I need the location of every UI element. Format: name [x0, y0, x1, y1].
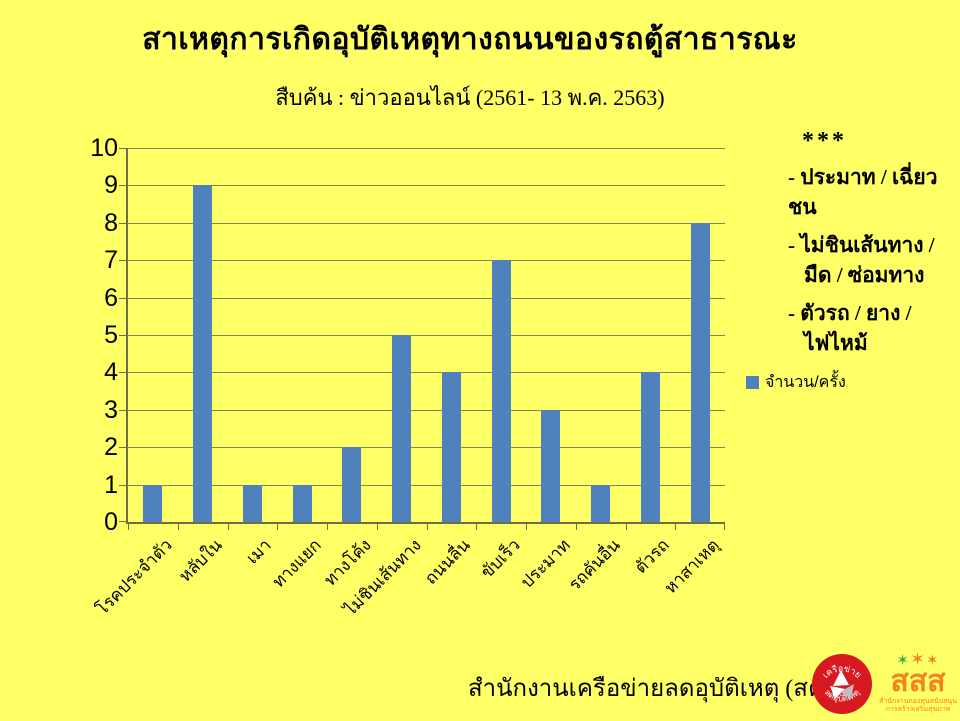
gridline: [128, 335, 725, 336]
thaihealth-acronym: สสส: [890, 665, 946, 698]
y-axis-label: 7: [104, 246, 118, 275]
x-axis-tick: [327, 523, 328, 530]
gridline: [128, 484, 725, 486]
x-axis-tick: [476, 523, 478, 530]
bar: [690, 222, 710, 522]
y-axis-tick: [119, 521, 127, 522]
note-item: - ไม่ชินเส้นทาง / มืด / ซ่อมทาง: [788, 230, 960, 290]
x-axis-tick: [526, 523, 527, 530]
thaihealth-name-line1: สำนักงานกองทุนสนับสนุน: [879, 698, 957, 705]
x-axis-tick: [426, 523, 428, 530]
y-axis-label: 0: [104, 508, 118, 536]
bar: [640, 372, 660, 522]
thaihealth-name-line2: การสร้างเสริมสุขภาพ: [885, 706, 951, 713]
note-line: - ไม่ชินเส้นทาง /: [788, 233, 935, 257]
gridline: [128, 297, 725, 299]
bar: [491, 260, 511, 522]
y-axis-tick: [119, 484, 127, 486]
bar: [242, 484, 262, 522]
bar: [143, 484, 163, 522]
footer-organization: สำนักงานเครือข่ายลดอุบัติเหตุ (สคอ.): [468, 676, 853, 702]
gridline: [128, 260, 725, 262]
y-axis-tick: [119, 297, 127, 299]
gridline: [128, 222, 725, 224]
gridline: [128, 447, 725, 449]
y-axis-tick: [119, 148, 127, 149]
y-axis-tick: [119, 222, 127, 224]
y-axis-label: 6: [104, 283, 118, 312]
y-axis-label: 4: [104, 358, 118, 387]
chart-title: สาเหตุการเกิดอุบัติเหตุทางถนนของรถตู้สาธ…: [142, 23, 798, 56]
x-axis-tick: [675, 523, 677, 530]
plot-area: [119, 148, 725, 530]
y-axis-tick: [119, 185, 127, 187]
y-axis-tick: [119, 372, 127, 374]
note-line: ไฟไหม้: [804, 331, 868, 355]
notes-panel: *** - ประมาท / เฉี่ยวชน - ไม่ชินเส้นทาง …: [788, 128, 960, 358]
y-axis-tick: [119, 447, 127, 449]
y-axis-label: 5: [104, 321, 118, 349]
x-axis-tick: [376, 523, 378, 530]
gridline: [128, 185, 725, 187]
hands-icon: [830, 670, 854, 699]
bar: [392, 335, 412, 522]
gridline: [128, 372, 725, 374]
legend-label: จำนวน/ครั้ง: [765, 374, 846, 391]
y-axis-label: 1: [104, 470, 118, 499]
y-axis-tick: [119, 335, 127, 336]
note-item: - ประมาท / เฉี่ยวชน: [788, 165, 938, 219]
thaihealth-logo: ✶✶✶ สสส สำนักงานกองทุนสนับสนุน การสร้างเ…: [879, 650, 957, 718]
jumping-figures-icon: ✶✶✶: [896, 649, 940, 669]
y-axis-label: 9: [104, 171, 118, 200]
y-axis-tick: [119, 409, 127, 411]
note-line: - ตัวรถ / ยาง /: [788, 301, 912, 325]
accident-network-logo: เครือข่าย ลดอุบัติเหตุ: [811, 652, 873, 716]
gridline: [128, 148, 725, 149]
note-item: - ตัวรถ / ยาง / ไฟไหม้: [788, 298, 960, 358]
bar: [541, 409, 561, 522]
bar: [441, 372, 461, 522]
y-axis-label: 8: [104, 208, 118, 237]
bar: [591, 484, 611, 522]
y-axis-label: 2: [104, 433, 118, 462]
y-axis-label: 10: [90, 134, 118, 162]
gridline: [128, 409, 725, 411]
x-axis-tick: [724, 523, 725, 530]
x-axis-tick: [277, 523, 279, 530]
chart-subtitle: สืบค้น : ข่าวออนไลน์ (2561- 13 พ.ค. 2563…: [275, 85, 665, 110]
bar: [193, 185, 213, 522]
x-axis-tick: [177, 523, 179, 530]
x-axis-tick: [575, 523, 577, 530]
notes-header: ***: [802, 128, 847, 154]
legend: จำนวน/ครั้ง: [746, 370, 846, 395]
note-line: มืด / ซ่อมทาง: [804, 263, 925, 287]
y-axis-tick: [119, 260, 127, 262]
x-axis-tick: [128, 523, 129, 530]
y-axis-label: 3: [104, 395, 118, 424]
legend-swatch-icon: [746, 376, 759, 389]
x-axis-tick: [227, 523, 229, 530]
bar: [342, 447, 362, 522]
x-axis-tick: [625, 523, 627, 530]
bar: [292, 484, 312, 522]
